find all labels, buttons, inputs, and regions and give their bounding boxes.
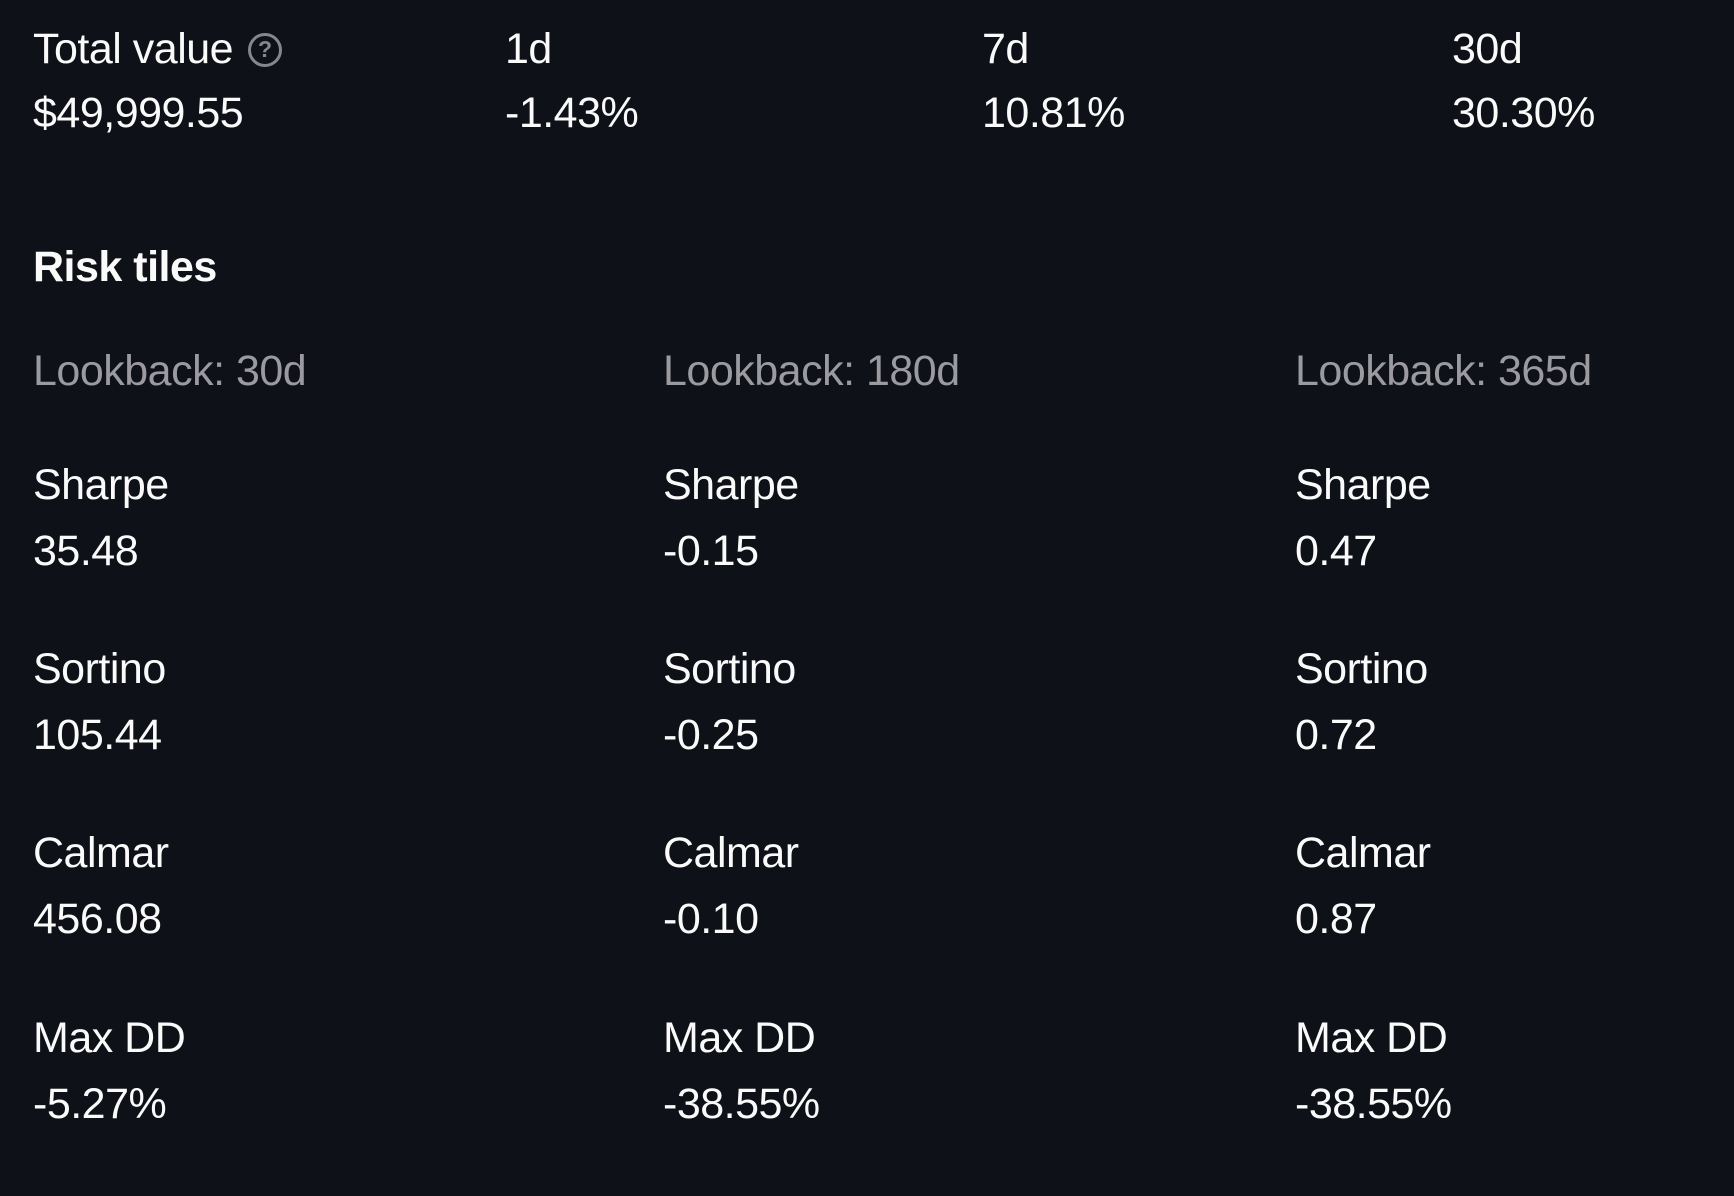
metric-label: Sortino (33, 645, 166, 693)
return-7d-label: 7d (982, 25, 1029, 73)
metric-label: Calmar (1295, 829, 1431, 877)
metric-value: 0.47 (1295, 527, 1377, 575)
metric-value: -38.55% (1295, 1080, 1452, 1128)
metric-label: Sharpe (1295, 461, 1431, 509)
metric-value: -0.10 (663, 895, 759, 943)
help-icon[interactable]: ? (248, 32, 283, 67)
metric-max-dd: Max DD -38.55% (663, 1017, 820, 1126)
metric-value: 105.44 (33, 711, 162, 759)
return-30d-label: 30d (1452, 25, 1523, 73)
metric-value: 0.72 (1295, 711, 1377, 759)
metric-label: Max DD (1295, 1014, 1448, 1062)
return-7d-value: 10.81% (982, 89, 1125, 137)
metric-calmar: Calmar 456.08 (33, 832, 169, 941)
metric-sortino: Sortino 105.44 (33, 648, 166, 757)
metric-label: Max DD (663, 1014, 816, 1062)
metric-value: -5.27% (33, 1080, 167, 1128)
total-value-label-row: Total value ? (33, 25, 283, 73)
metric-value: 456.08 (33, 895, 162, 943)
metric-sharpe: Sharpe 0.47 (1295, 464, 1431, 573)
total-value-label: Total value (33, 25, 234, 73)
summary-cell-total-value: Total value ? $49,999.55 (33, 25, 283, 137)
summary-cell-7d: 7d 10.81% (982, 28, 1125, 135)
return-30d-value: 30.30% (1452, 89, 1595, 137)
metric-max-dd: Max DD -5.27% (33, 1014, 186, 1128)
metric-max-dd: Max DD -38.55% (1295, 1017, 1452, 1126)
risk-tiles-heading: Risk tiles (33, 243, 217, 291)
metric-value: -38.55% (663, 1080, 820, 1128)
metric-calmar: Calmar -0.10 (663, 832, 799, 941)
metric-sharpe: Sharpe 35.48 (33, 464, 169, 573)
metric-sortino: Sortino 0.72 (1295, 648, 1428, 757)
lookback-label: Lookback: 30d (33, 347, 307, 395)
metric-value: -0.25 (663, 711, 759, 759)
return-1d-label: 1d (505, 25, 552, 73)
metric-label: Sharpe (663, 461, 799, 509)
summary-cell-1d: 1d -1.43% (505, 25, 639, 137)
metric-sortino: Sortino -0.25 (663, 648, 796, 757)
return-1d-value: -1.43% (505, 89, 639, 137)
metric-label: Max DD (33, 1014, 186, 1062)
risk-column-30d: Lookback: 30d Sharpe 35.48 Sortino 105.4… (33, 350, 633, 1196)
risk-column-180d: Lookback: 180d Sharpe -0.15 Sortino -0.2… (663, 350, 1263, 1196)
lookback-label: Lookback: 365d (1295, 347, 1592, 395)
total-value: $49,999.55 (33, 89, 244, 137)
metric-calmar: Calmar 0.87 (1295, 832, 1431, 941)
metric-value: 0.87 (1295, 895, 1377, 943)
metric-label: Sortino (1295, 645, 1428, 693)
metric-value: -0.15 (663, 527, 759, 575)
metric-label: Sharpe (33, 461, 169, 509)
metric-label: Calmar (33, 829, 169, 877)
metric-label: Calmar (663, 829, 799, 877)
metric-label: Sortino (663, 645, 796, 693)
risk-column-365d: Lookback: 365d Sharpe 0.47 Sortino 0.72 … (1295, 350, 1734, 1196)
metric-sharpe: Sharpe -0.15 (663, 464, 799, 573)
metric-value: 35.48 (33, 527, 139, 575)
summary-cell-30d: 30d 30.30% (1452, 28, 1595, 135)
lookback-label: Lookback: 180d (663, 347, 960, 395)
